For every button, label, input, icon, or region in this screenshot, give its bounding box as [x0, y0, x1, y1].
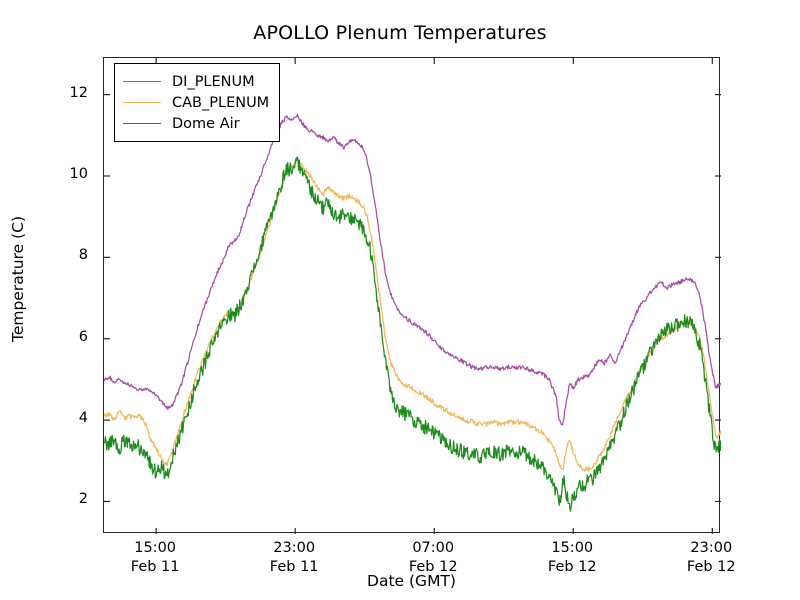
- legend-item[interactable]: DI_PLENUM: [123, 71, 269, 92]
- y-axis-label: Temperature (C): [9, 215, 27, 343]
- legend-item[interactable]: Dome Air: [123, 113, 269, 134]
- legend-color-swatch: [123, 102, 161, 103]
- x-tick-time: 15:00: [551, 540, 594, 556]
- x-axis-label: Date (GMT): [367, 572, 456, 590]
- x-tick-label: 15:00 Feb 12: [512, 539, 632, 577]
- legend-label: Dome Air: [172, 115, 240, 132]
- y-tick-label: 12: [69, 84, 88, 101]
- y-tick-label: 8: [78, 247, 88, 264]
- x-tick-label: 15:00 Feb 11: [95, 539, 215, 577]
- x-tick-time: 23:00: [273, 540, 316, 556]
- legend-item[interactable]: CAB_PLENUM: [123, 92, 269, 113]
- x-tick-date: Feb 12: [686, 559, 736, 575]
- x-tick-label: 07:00 Feb 12: [373, 539, 493, 577]
- x-tick-label: 23:00 Feb 11: [234, 539, 354, 577]
- x-tick-time: 15:00: [134, 540, 177, 556]
- x-tick-date: Feb 12: [547, 559, 597, 575]
- y-tick-label: 10: [69, 165, 88, 182]
- x-tick-date: Feb 11: [130, 559, 180, 575]
- legend-color-swatch: [123, 81, 161, 82]
- x-tick-label: 23:00 Feb 12: [651, 539, 771, 577]
- x-tick-time: 07:00: [412, 540, 455, 556]
- y-tick-label: 6: [78, 328, 88, 345]
- chart-title: APOLLO Plenum Temperatures: [253, 22, 547, 44]
- chart-legend: DI_PLENUM CAB_PLENUM Dome Air: [114, 63, 281, 142]
- x-tick-time: 23:00: [690, 540, 733, 556]
- legend-label: DI_PLENUM: [172, 73, 255, 90]
- legend-label: CAB_PLENUM: [172, 94, 270, 111]
- legend-color-swatch: [123, 123, 161, 124]
- series-line: [104, 113, 721, 426]
- x-tick-date: Feb 12: [408, 559, 458, 575]
- plot-lines: [104, 58, 721, 534]
- y-tick-label: 4: [78, 410, 88, 427]
- y-tick-label: 2: [78, 491, 88, 508]
- series-line: [104, 157, 721, 472]
- series-line: [104, 156, 721, 512]
- x-tick-date: Feb 11: [269, 559, 319, 575]
